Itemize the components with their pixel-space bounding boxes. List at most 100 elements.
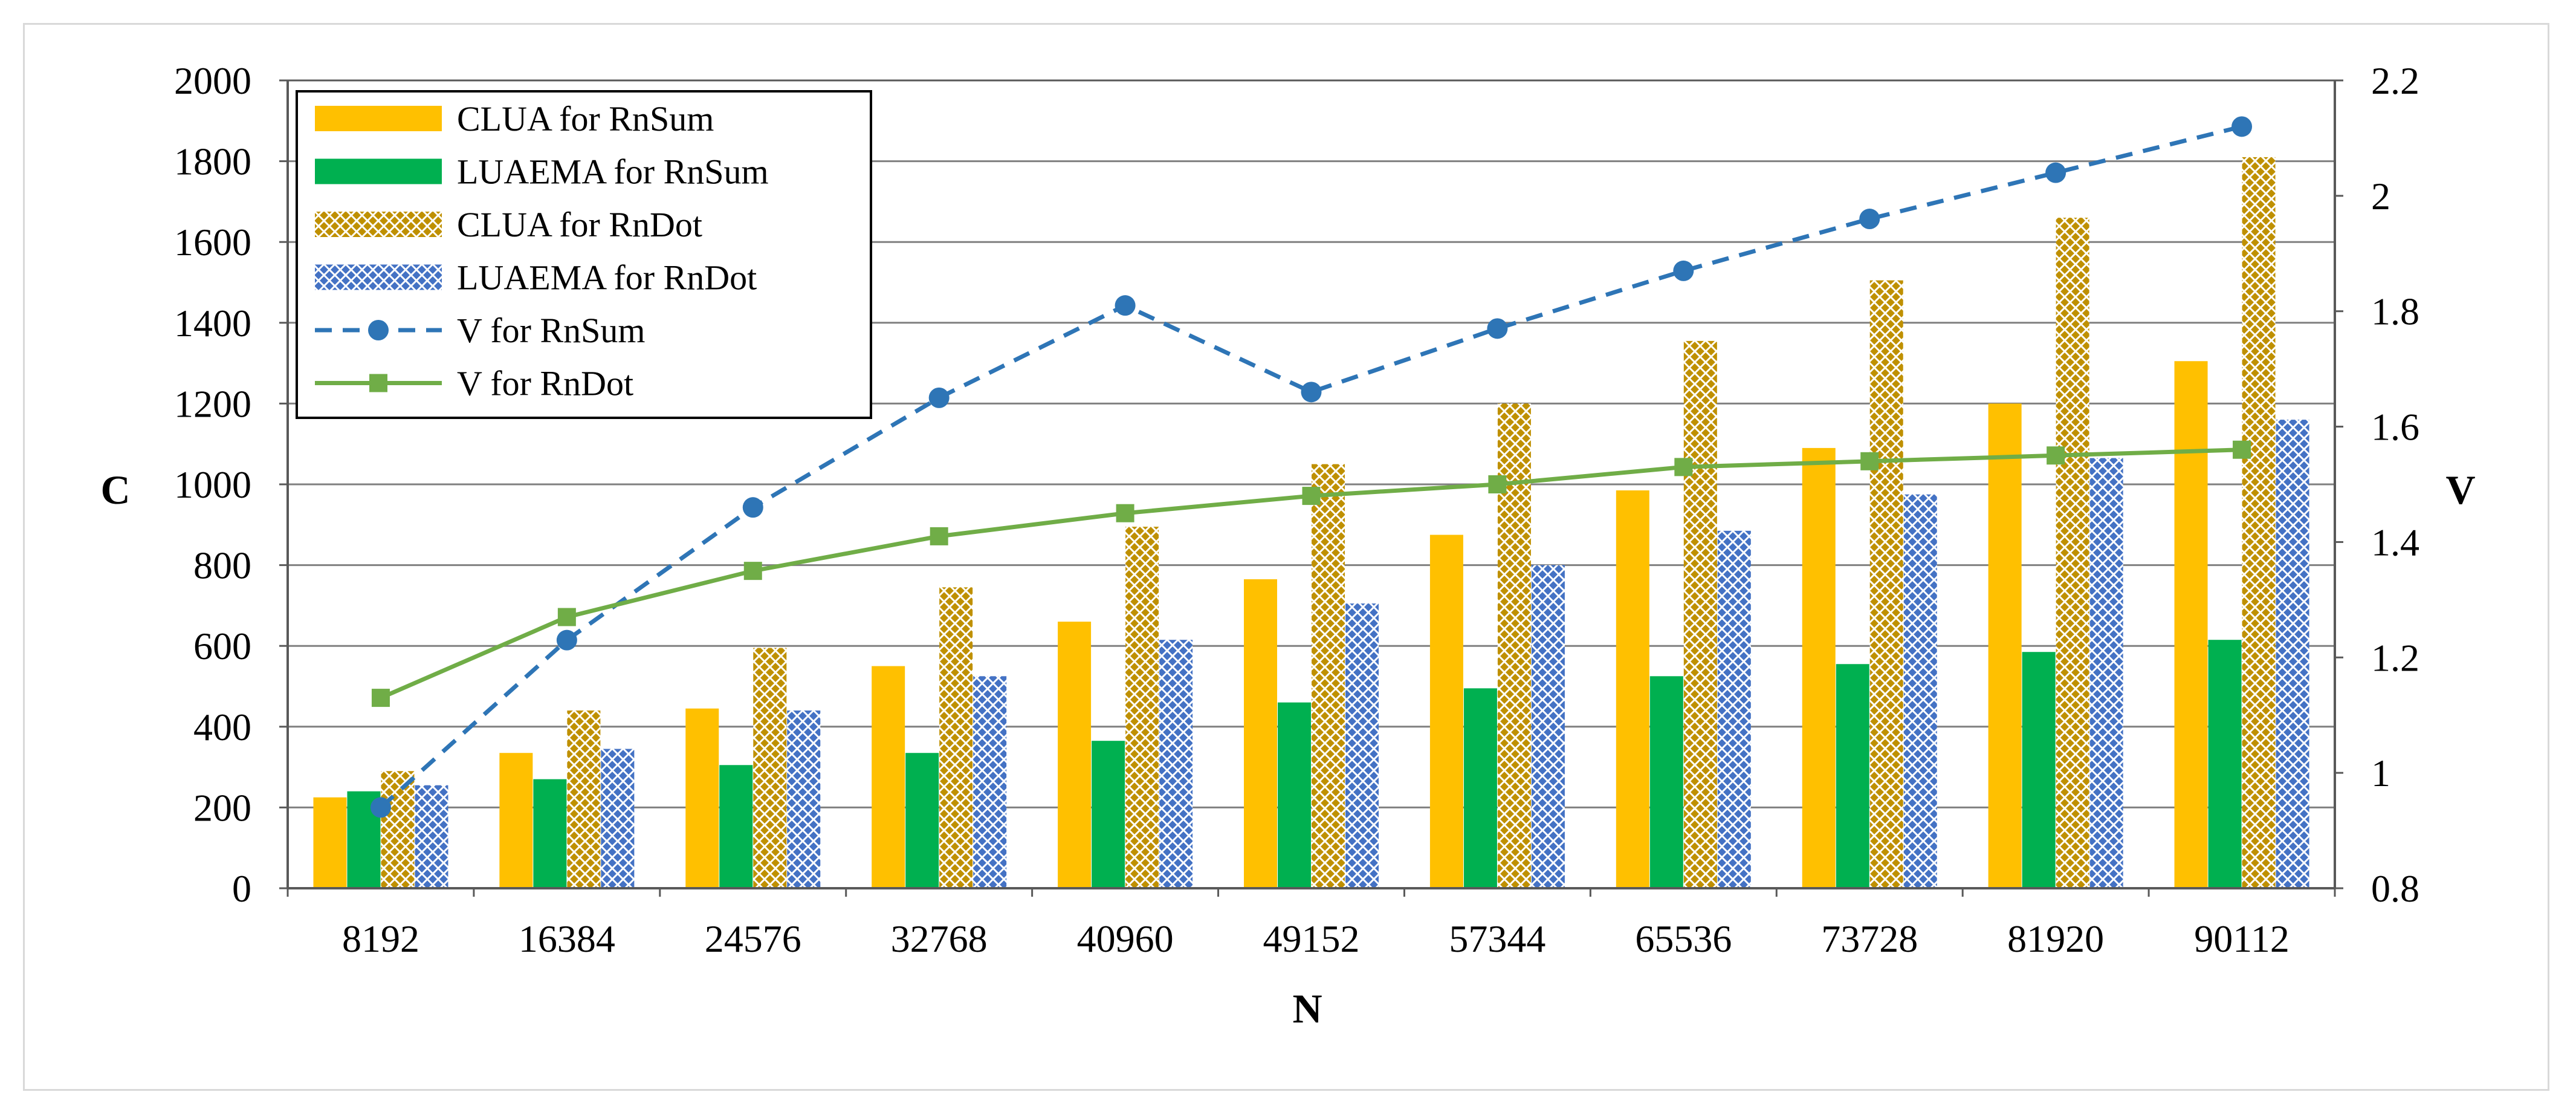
data-point <box>743 562 762 580</box>
bar <box>1159 640 1193 888</box>
legend-box <box>296 90 872 419</box>
bar <box>601 749 635 888</box>
y2-tick-label: 1.6 <box>2371 406 2419 449</box>
y-tick-label: 2000 <box>174 59 251 102</box>
y-tick-label: 1600 <box>174 221 251 264</box>
bar <box>2174 361 2208 888</box>
bar <box>1531 565 1565 888</box>
data-point <box>742 497 763 518</box>
x-tick-label: 73728 <box>1821 917 1918 960</box>
y-tick-label: 200 <box>193 786 251 829</box>
bar <box>1683 340 1717 888</box>
bar <box>685 708 719 888</box>
bar <box>499 753 533 888</box>
data-point <box>1674 458 1693 476</box>
data-point <box>1859 209 1880 230</box>
x-tick-label: 81920 <box>2007 917 2104 960</box>
bar <box>939 587 973 888</box>
bar <box>1616 490 1649 888</box>
bar <box>2022 652 2056 888</box>
y-tick-label: 0 <box>232 867 251 910</box>
y-tick-label: 600 <box>193 625 251 668</box>
bar <box>1802 447 1836 888</box>
y-axis-title: C <box>100 467 130 513</box>
bar <box>872 666 905 888</box>
legend-marker <box>369 374 387 392</box>
legend-marker <box>368 320 389 340</box>
bar <box>1903 494 1937 888</box>
data-point <box>1116 504 1134 522</box>
data-point <box>2045 162 2066 183</box>
bar <box>2276 420 2309 888</box>
x-tick-label: 90112 <box>2194 917 2290 960</box>
bar <box>1278 702 1311 888</box>
bar <box>753 648 787 888</box>
bar <box>2089 458 2123 888</box>
bar <box>719 765 753 888</box>
line-series <box>370 116 2253 818</box>
bar <box>1836 664 1869 888</box>
bar <box>533 779 567 888</box>
bar <box>1092 741 1125 888</box>
y-tick-label: 1400 <box>174 302 251 345</box>
y2-tick-label: 1.2 <box>2371 636 2419 679</box>
bar <box>1869 280 1903 888</box>
bar <box>1244 579 1277 888</box>
data-point <box>370 797 391 818</box>
y2-tick-label: 1 <box>2371 752 2390 795</box>
data-point <box>2233 440 2251 459</box>
data-point <box>1301 382 1322 403</box>
legend-swatch <box>315 158 442 184</box>
chart-canvas: 0 200 400 600 800 1000 1200 1400 1600 1800 2000 0.8… <box>100 59 2475 1032</box>
data-point <box>930 527 948 545</box>
x-tick-label: 32768 <box>891 917 988 960</box>
y2-tick-label: 1.4 <box>2371 521 2419 564</box>
bar <box>567 710 601 888</box>
x-tick-label: 49152 <box>1263 917 1360 960</box>
x-tick-label: 8192 <box>342 917 419 960</box>
legend-label: LUAEMA for RnDot <box>457 258 757 297</box>
bar <box>1717 530 1751 888</box>
chart-frame: 0 200 400 600 800 1000 1200 1400 1600 1800 2000 0.8… <box>23 23 2549 1091</box>
bar <box>787 710 821 888</box>
data-point <box>2047 446 2065 465</box>
data-point <box>1860 452 1879 470</box>
x-tick-label: 16384 <box>519 917 615 960</box>
bar <box>1649 676 1683 888</box>
y-tick-label: 1000 <box>174 463 251 506</box>
bar <box>905 753 939 888</box>
legend-label: V for RnDot <box>457 364 633 403</box>
bar <box>381 771 415 888</box>
x-tick-label: 40960 <box>1077 917 1174 960</box>
y2-tick-label: 0.8 <box>2371 867 2419 910</box>
legend-swatch <box>315 264 442 290</box>
legend-label: LUAEMA for RnSum <box>457 152 769 192</box>
y2-axis-title: V <box>2445 467 2475 513</box>
y2-tick-label: 2.2 <box>2371 59 2419 102</box>
data-point <box>2231 116 2253 137</box>
legend-swatch <box>315 106 442 131</box>
bar <box>2242 157 2276 889</box>
x-axis-title: N <box>1292 986 1322 1032</box>
bar <box>973 676 1007 888</box>
bar <box>2208 640 2242 888</box>
bar <box>313 797 347 888</box>
data-point <box>1488 475 1507 493</box>
y-tick-label: 1200 <box>174 382 251 425</box>
x-tick-label: 65536 <box>1635 917 1732 960</box>
y-tick-label: 1800 <box>174 140 251 183</box>
data-point <box>557 608 576 626</box>
data-point <box>556 629 577 651</box>
y2-tick-label: 2 <box>2371 175 2390 218</box>
legend-swatch <box>315 212 442 237</box>
x-tick-label: 24576 <box>705 917 801 960</box>
data-point <box>1115 295 1136 316</box>
legend-label: CLUA for RnSum <box>457 99 714 138</box>
y-tick-label: 400 <box>193 706 251 749</box>
bar <box>415 785 448 888</box>
bar <box>1345 603 1379 888</box>
bar <box>1058 622 1092 888</box>
data-point <box>371 689 390 707</box>
data-point <box>1487 318 1508 339</box>
legend-label: V for RnSum <box>457 311 646 350</box>
